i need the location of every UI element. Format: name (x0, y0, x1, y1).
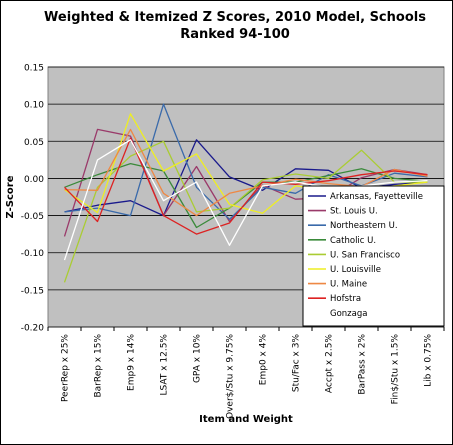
x-tick-label: Over$/Stu x 9.75% (226, 334, 236, 419)
x-axis-tick-labels: PeerRep x 25% BarRep x 15% Emp9 x 14% LSAT … (47, 327, 445, 419)
legend-entry: Catholic U. (330, 236, 376, 246)
x-tick-label: Emp9 x 14% (127, 334, 137, 391)
x-tick-label: Accpt x 2.5% (325, 334, 335, 393)
legend: Arkansas, Fayetteville St. Louis U. Northe… (302, 185, 445, 327)
x-tick-label: BarPass x 2% (358, 334, 368, 395)
series-line-7 (64, 137, 428, 235)
series-lines (63, 103, 428, 283)
legend-entry: Arkansas, Fayetteville (330, 192, 423, 202)
legend-entry: U. Maine (330, 280, 367, 290)
series-line-8 (63, 139, 428, 261)
y-axis-tick-labels: 0.15 0.10 0.05 0.00 -0.05 -0.10 -0.15 -0.20 (21, 64, 45, 334)
x-tick-label: GPA x 10% (193, 334, 203, 383)
y-tick-label: 0.05 (24, 138, 44, 148)
x-tick-label: BarRep x 15% (94, 334, 104, 398)
y-tick-label: -0.10 (21, 249, 45, 259)
x-tick-label: Emp0 x 4% (259, 334, 269, 386)
y-tick-label: 0.10 (24, 101, 44, 111)
y-axis-label: Z-Score (5, 175, 16, 218)
y-tick-label: -0.15 (21, 286, 44, 296)
series-line-3 (64, 162, 428, 229)
y-tick-label: 0.00 (24, 175, 44, 185)
y-tick-label: -0.05 (21, 212, 44, 222)
y-tick-label: -0.20 (21, 324, 45, 334)
y-tick-label: 0.15 (24, 64, 44, 74)
x-axis-label: Item and Weight (199, 414, 293, 425)
x-tick-label: Stu/Fac x 3% (292, 334, 302, 393)
legend-entry: Gonzaga (330, 309, 367, 319)
x-tick-label: PeerRep x 25% (61, 334, 71, 402)
x-tick-label: Lib x 0.75% (424, 334, 434, 387)
legend-entry: U. San Francisco (330, 250, 400, 260)
x-tick-label: Fin$/Stu x 1.5% (391, 334, 401, 405)
legend-box (302, 185, 445, 327)
series-line-6 (64, 128, 428, 217)
x-tick-label: LSAT x 12.5% (160, 334, 170, 396)
legend-entry: Hofstra (330, 294, 361, 304)
series-line-4 (63, 140, 428, 283)
chart-title-line-1: Weighted & Itemized Z Scores, 2010 Model… (44, 10, 426, 25)
legend-entry: St. Louis U. (330, 207, 378, 217)
chart-title-line-2: Ranked 94-100 (180, 27, 290, 42)
legend-entry: U. Louisville (330, 265, 381, 275)
legend-entry: Northeastern U. (330, 221, 398, 231)
